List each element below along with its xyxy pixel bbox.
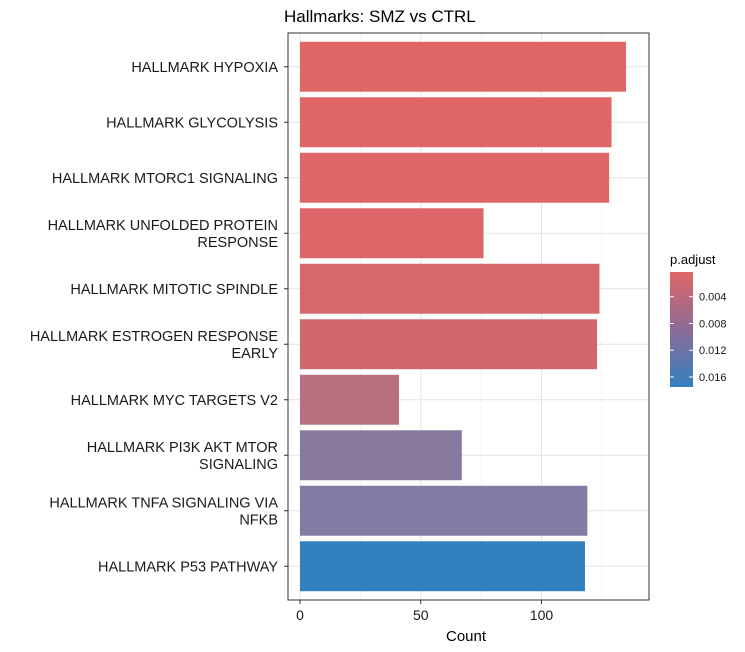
bar	[300, 430, 462, 481]
bar	[300, 152, 610, 203]
x-tick-label: 100	[530, 607, 554, 623]
x-axis-ticks: 0 50 100	[296, 600, 553, 623]
category-label: RESPONSE	[197, 235, 278, 251]
bar	[300, 541, 585, 592]
x-tick-label: 0	[296, 607, 304, 623]
legend-colorbar	[670, 272, 693, 387]
chart-title: Hallmarks: SMZ vs CTRL	[284, 7, 476, 26]
category-label: HALLMARK MYC TARGETS V2	[71, 393, 278, 409]
category-label: HALLMARK TNFA SIGNALING VIA	[49, 495, 278, 511]
bar	[300, 263, 600, 314]
legend-title: p.adjust	[670, 252, 716, 267]
legend-tick-label: 0.008	[699, 318, 727, 330]
plot-panel	[287, 32, 650, 601]
category-label: HALLMARK PI3K AKT MTOR	[87, 440, 278, 456]
bar	[300, 97, 612, 148]
bar	[300, 208, 484, 259]
legend-tick-label: 0.004	[699, 292, 727, 304]
category-labels: HALLMARK HYPOXIA HALLMARK GLYCOLYSIS HALLM…	[30, 60, 288, 575]
category-label: HALLMARK GLYCOLYSIS	[106, 115, 278, 131]
bar	[300, 485, 588, 536]
legend: p.adjust 0.004 0.008 0.012 0.016	[670, 252, 727, 387]
legend-tick-label: 0.016	[699, 372, 727, 384]
category-label: HALLMARK UNFOLDED PROTEIN	[48, 218, 278, 234]
bar	[300, 374, 400, 425]
category-label: HALLMARK MTORC1 SIGNALING	[52, 171, 278, 187]
category-label: HALLMARK HYPOXIA	[131, 60, 278, 76]
category-label: SIGNALING	[199, 457, 278, 473]
x-tick-label: 50	[413, 607, 429, 623]
bar	[300, 319, 598, 370]
category-label: HALLMARK ESTROGEN RESPONSE	[30, 329, 278, 345]
legend-tick-label: 0.012	[699, 345, 727, 357]
x-axis-title: Count	[446, 628, 487, 645]
bars	[300, 41, 627, 592]
category-label: HALLMARK MITOTIC SPINDLE	[70, 282, 278, 298]
category-label: EARLY	[232, 346, 279, 362]
category-label: HALLMARK P53 PATHWAY	[98, 559, 278, 575]
bar	[300, 41, 627, 92]
category-label: NFKB	[239, 512, 278, 528]
